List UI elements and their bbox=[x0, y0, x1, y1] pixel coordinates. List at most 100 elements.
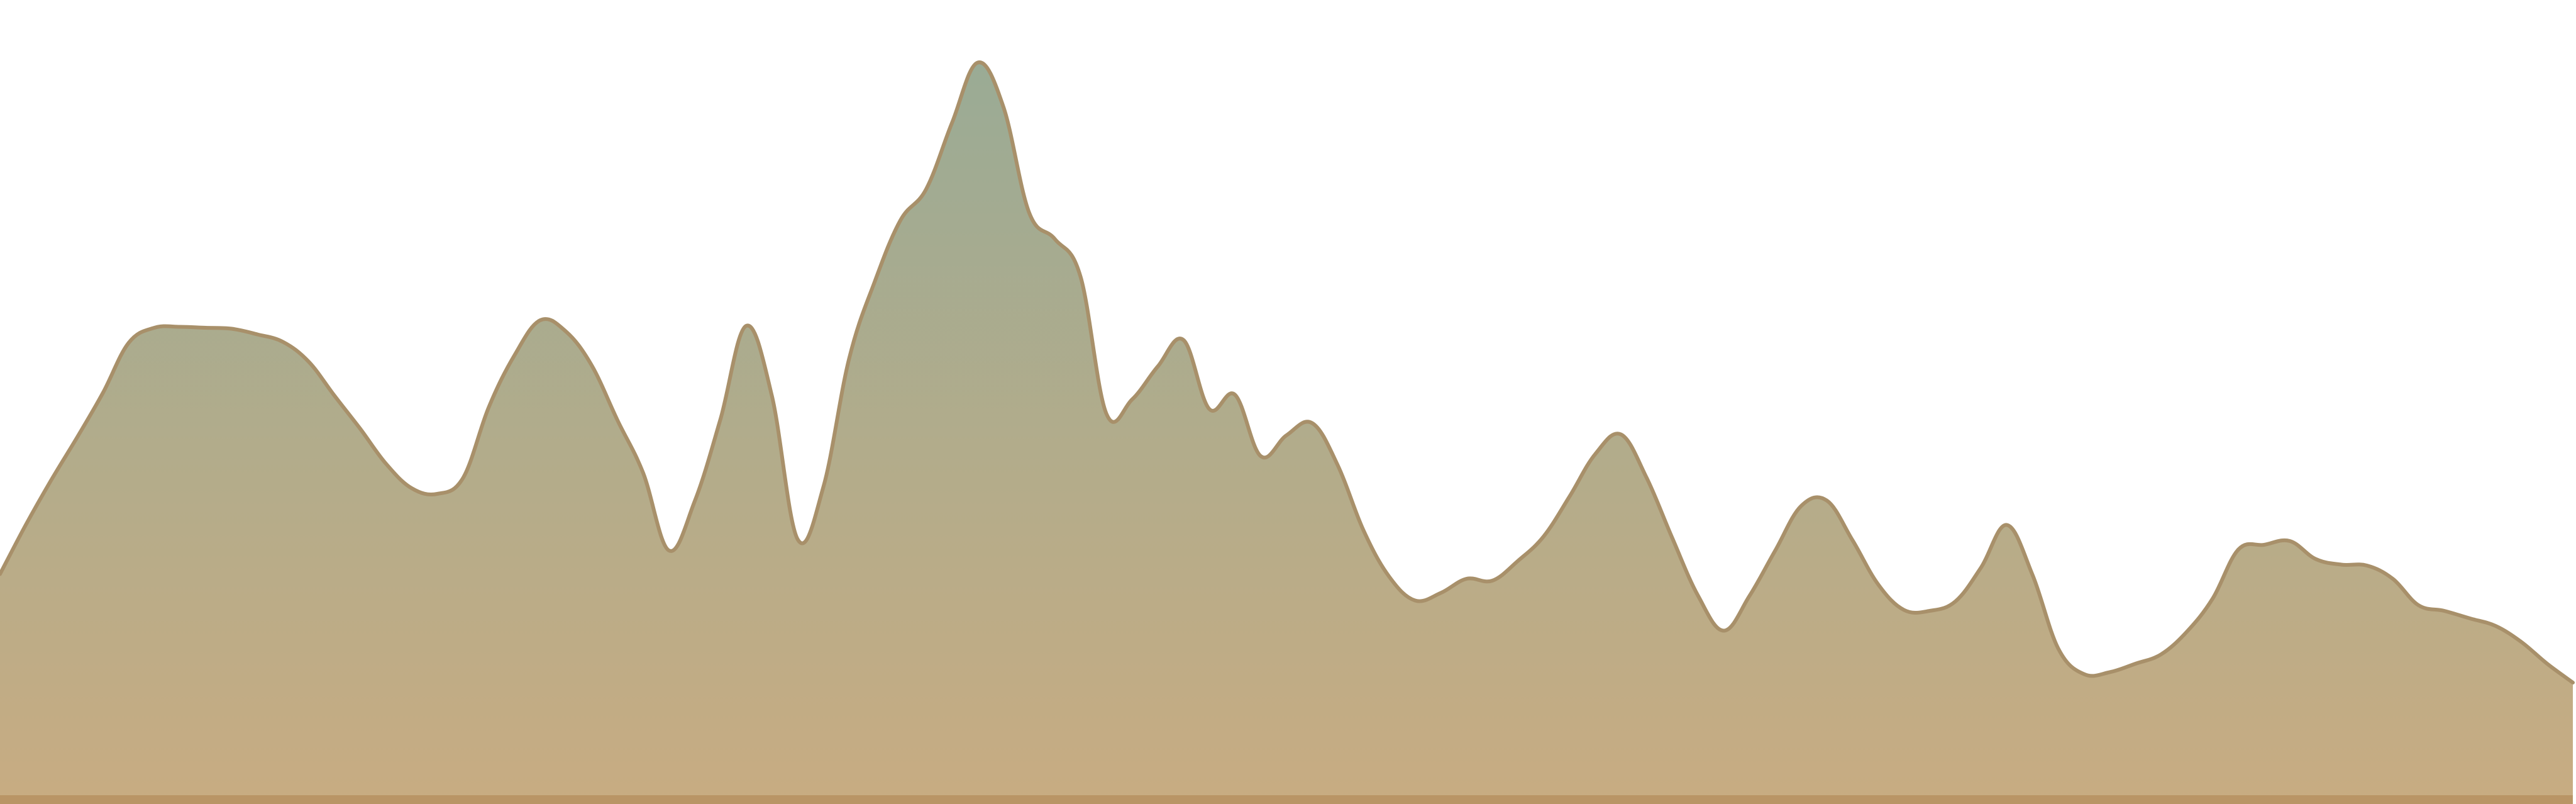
data-point bbox=[2134, 662, 2137, 665]
data-point bbox=[1131, 398, 1134, 401]
data-point bbox=[25, 524, 27, 527]
data-point bbox=[590, 364, 593, 367]
data-point bbox=[1825, 500, 1828, 502]
data-point bbox=[1749, 595, 1751, 597]
data-point bbox=[462, 477, 465, 479]
data-point bbox=[1799, 505, 1802, 508]
data-point bbox=[1259, 455, 1262, 457]
data-point bbox=[153, 327, 156, 329]
data-point bbox=[1337, 464, 1339, 467]
data-point bbox=[1851, 539, 1854, 542]
data-point bbox=[230, 328, 233, 330]
elevation-profile-line bbox=[0, 60, 2575, 684]
data-point bbox=[2392, 578, 2394, 580]
data-point bbox=[2340, 564, 2343, 566]
data-point bbox=[1182, 339, 1185, 342]
data-point bbox=[179, 326, 181, 328]
data-point bbox=[616, 419, 619, 422]
data-point bbox=[2006, 524, 2008, 527]
data-point bbox=[2418, 604, 2420, 606]
data-point bbox=[2211, 598, 2214, 600]
data-point bbox=[2108, 671, 2111, 674]
data-point bbox=[719, 418, 722, 421]
data-point bbox=[256, 333, 258, 336]
data-point bbox=[1105, 413, 1108, 415]
data-point bbox=[2314, 558, 2317, 561]
data-point bbox=[282, 341, 284, 343]
data-point bbox=[2546, 662, 2548, 665]
baseline-band bbox=[0, 795, 2573, 804]
data-point bbox=[1645, 477, 1648, 479]
data-point bbox=[873, 281, 876, 283]
data-point bbox=[1414, 600, 1417, 602]
data-point bbox=[1903, 609, 1905, 611]
data-point bbox=[50, 479, 53, 481]
data-point bbox=[1363, 530, 1365, 532]
data-point bbox=[771, 394, 773, 397]
data-point bbox=[668, 549, 670, 552]
data-point bbox=[1491, 579, 1493, 582]
data-point bbox=[565, 330, 567, 333]
data-point bbox=[1568, 496, 1571, 498]
data-point bbox=[128, 342, 130, 344]
data-point bbox=[1877, 583, 1879, 586]
data-point bbox=[1774, 549, 1777, 552]
data-point bbox=[102, 392, 104, 394]
data-point bbox=[2057, 647, 2060, 650]
data-point bbox=[1517, 560, 1519, 562]
data-point bbox=[513, 354, 516, 357]
data-point bbox=[488, 406, 490, 408]
data-point bbox=[1054, 238, 1056, 240]
data-point bbox=[2520, 641, 2523, 644]
data-point bbox=[1594, 453, 1596, 455]
data-point bbox=[2443, 610, 2445, 612]
data-point bbox=[2366, 564, 2369, 567]
data-point bbox=[1723, 630, 1725, 632]
data-point bbox=[951, 122, 953, 125]
data-point bbox=[1311, 422, 1313, 425]
data-point bbox=[333, 394, 336, 397]
elevation-area-fill bbox=[0, 62, 2573, 804]
data-point bbox=[1697, 595, 1700, 597]
data-point bbox=[899, 219, 902, 221]
data-point bbox=[539, 319, 541, 321]
data-point bbox=[745, 325, 748, 327]
data-point bbox=[1028, 211, 1031, 214]
data-point bbox=[2237, 549, 2240, 551]
data-point bbox=[2572, 681, 2574, 684]
data-point bbox=[925, 188, 927, 191]
data-point bbox=[1080, 276, 1082, 278]
data-point bbox=[307, 360, 310, 363]
data-point bbox=[204, 327, 207, 329]
data-point bbox=[1234, 394, 1236, 396]
data-point bbox=[1465, 578, 1468, 580]
data-point bbox=[436, 493, 439, 495]
data-point bbox=[822, 486, 824, 489]
data-point bbox=[1208, 408, 1210, 410]
data-point bbox=[976, 62, 979, 64]
data-point bbox=[1285, 434, 1288, 437]
data-point bbox=[1980, 566, 1982, 569]
data-point bbox=[2289, 540, 2291, 542]
data-point bbox=[2083, 673, 2086, 676]
data-point bbox=[2468, 617, 2471, 620]
data-point bbox=[1928, 610, 1931, 612]
data-point bbox=[411, 487, 413, 489]
data-point bbox=[2263, 544, 2265, 546]
data-point bbox=[1440, 592, 1442, 595]
data-point bbox=[2032, 574, 2034, 576]
data-point bbox=[1542, 535, 1545, 538]
data-point bbox=[359, 428, 362, 430]
data-point bbox=[1156, 366, 1159, 368]
data-point bbox=[797, 538, 799, 540]
data-point bbox=[2186, 630, 2188, 633]
data-point bbox=[642, 472, 644, 474]
data-point bbox=[2494, 625, 2497, 627]
data-point bbox=[1002, 106, 1005, 108]
data-point bbox=[1620, 433, 1622, 436]
data-point bbox=[1954, 600, 1957, 603]
data-point bbox=[694, 500, 696, 503]
data-point bbox=[1671, 537, 1674, 540]
